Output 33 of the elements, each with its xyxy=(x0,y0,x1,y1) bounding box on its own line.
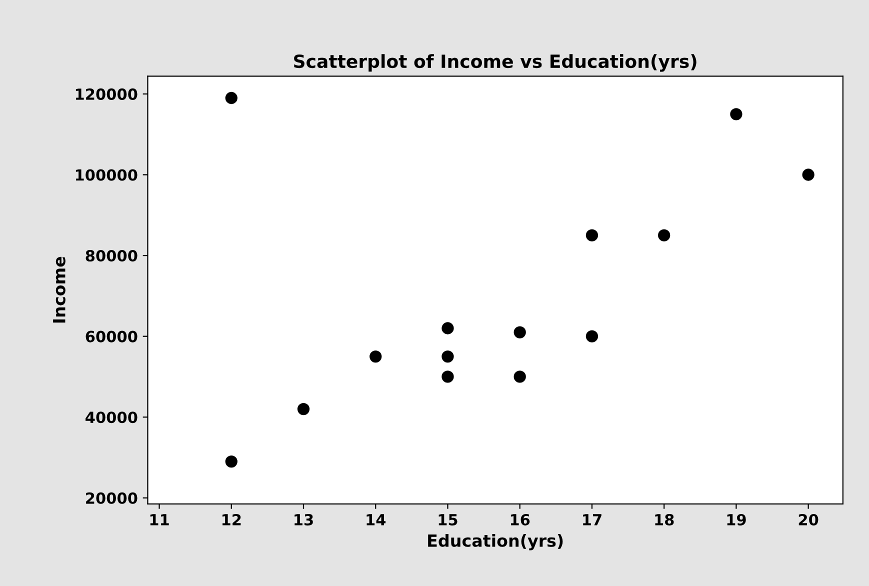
point xyxy=(225,92,238,104)
point xyxy=(370,350,382,363)
x-tick-label: 20 xyxy=(798,514,818,526)
y-tick-label: 60000 xyxy=(86,330,138,342)
x-tick-label: 14 xyxy=(366,514,386,526)
x-tick-label: 12 xyxy=(222,514,241,526)
point xyxy=(442,370,454,383)
y-tick-label: 100000 xyxy=(76,169,138,181)
point xyxy=(802,168,814,181)
y-tick-label: 20000 xyxy=(86,492,138,504)
y-axis-title: Income xyxy=(53,256,66,323)
point xyxy=(658,229,670,242)
point xyxy=(586,229,598,242)
x-axis-title: Education(yrs) xyxy=(428,534,563,550)
chart-title: Scatterplot of Income vs Education(yrs) xyxy=(294,54,696,72)
point xyxy=(297,402,310,416)
x-tick-label: 18 xyxy=(655,514,674,526)
x-tick-label: 11 xyxy=(150,514,169,526)
point xyxy=(442,350,454,363)
x-tick-label: 19 xyxy=(727,514,746,526)
x-tick-label: 16 xyxy=(510,514,530,526)
y-tick-label: 80000 xyxy=(86,250,138,262)
x-tick-label: 13 xyxy=(294,514,313,526)
point xyxy=(514,326,526,338)
point xyxy=(586,330,598,342)
y-tick-label: 120000 xyxy=(76,88,138,100)
point xyxy=(514,370,526,383)
point xyxy=(442,322,454,334)
x-tick-label: 15 xyxy=(438,514,458,526)
point xyxy=(730,108,742,120)
point xyxy=(225,455,238,468)
y-tick-label: 40000 xyxy=(86,412,138,424)
x-tick-label: 17 xyxy=(583,514,602,526)
